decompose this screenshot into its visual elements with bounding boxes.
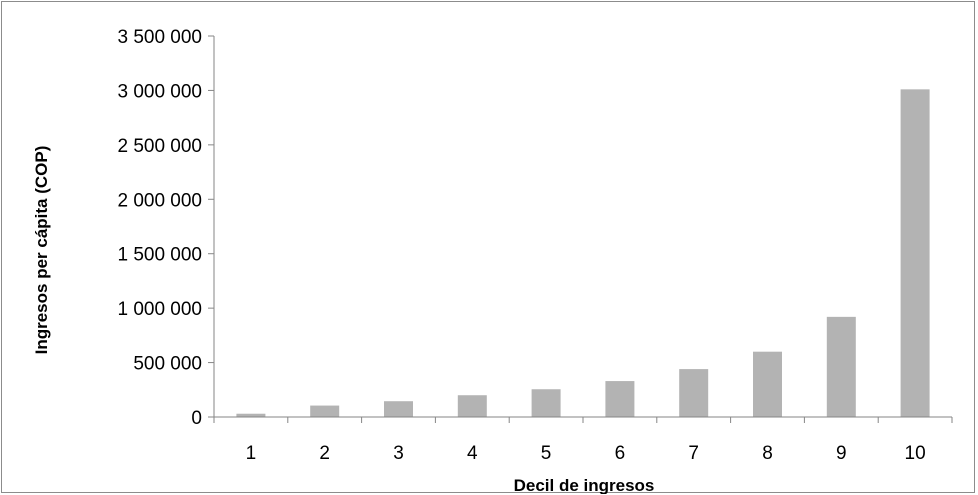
bar-decile-9 <box>826 316 856 417</box>
x-axis-title: Decil de ingresos <box>514 476 655 494</box>
y-axis-ticks: 0 500 000 1 000 000 1 500 000 2 000 000 2 500… <box>117 27 214 429</box>
y-tick-label: 2 000 000 <box>117 190 202 211</box>
bar-decile-10 <box>900 89 930 417</box>
bar-decile-8 <box>753 351 782 417</box>
x-tick-label: 3 <box>393 443 404 464</box>
bar-decile-5 <box>531 389 561 417</box>
x-tick-label: 9 <box>836 443 847 464</box>
bar-decile-1 <box>236 413 266 417</box>
bars <box>236 89 930 417</box>
x-tick-label: 5 <box>541 443 552 464</box>
y-tick-label: 1 000 000 <box>117 299 202 320</box>
x-tick-label: 1 <box>246 443 257 464</box>
x-tick-label: 6 <box>615 443 626 464</box>
y-axis-title: Ingresos per cápita (COP) <box>32 146 51 355</box>
y-tick-label: 2 500 000 <box>117 136 202 157</box>
x-tick-label: 8 <box>762 443 773 464</box>
y-tick-label: 0 <box>191 408 202 429</box>
y-tick-label: 3 500 000 <box>117 27 202 48</box>
bar-decile-2 <box>310 405 340 417</box>
bar-decile-3 <box>384 401 413 417</box>
x-tick-label: 2 <box>319 443 330 464</box>
bar-decile-7 <box>679 369 709 417</box>
y-tick-label: 500 000 <box>133 354 202 375</box>
bar-decile-4 <box>457 395 487 417</box>
x-tick-label: 7 <box>688 443 699 464</box>
x-tick-label: 4 <box>467 443 478 464</box>
bar-decile-6 <box>605 381 635 417</box>
y-tick-label: 1 500 000 <box>117 245 202 266</box>
x-axis-ticks: 1 2 3 4 5 6 7 8 9 10 <box>213 417 953 464</box>
y-tick-label: 3 000 000 <box>117 81 202 102</box>
x-tick-label: 10 <box>905 443 926 464</box>
